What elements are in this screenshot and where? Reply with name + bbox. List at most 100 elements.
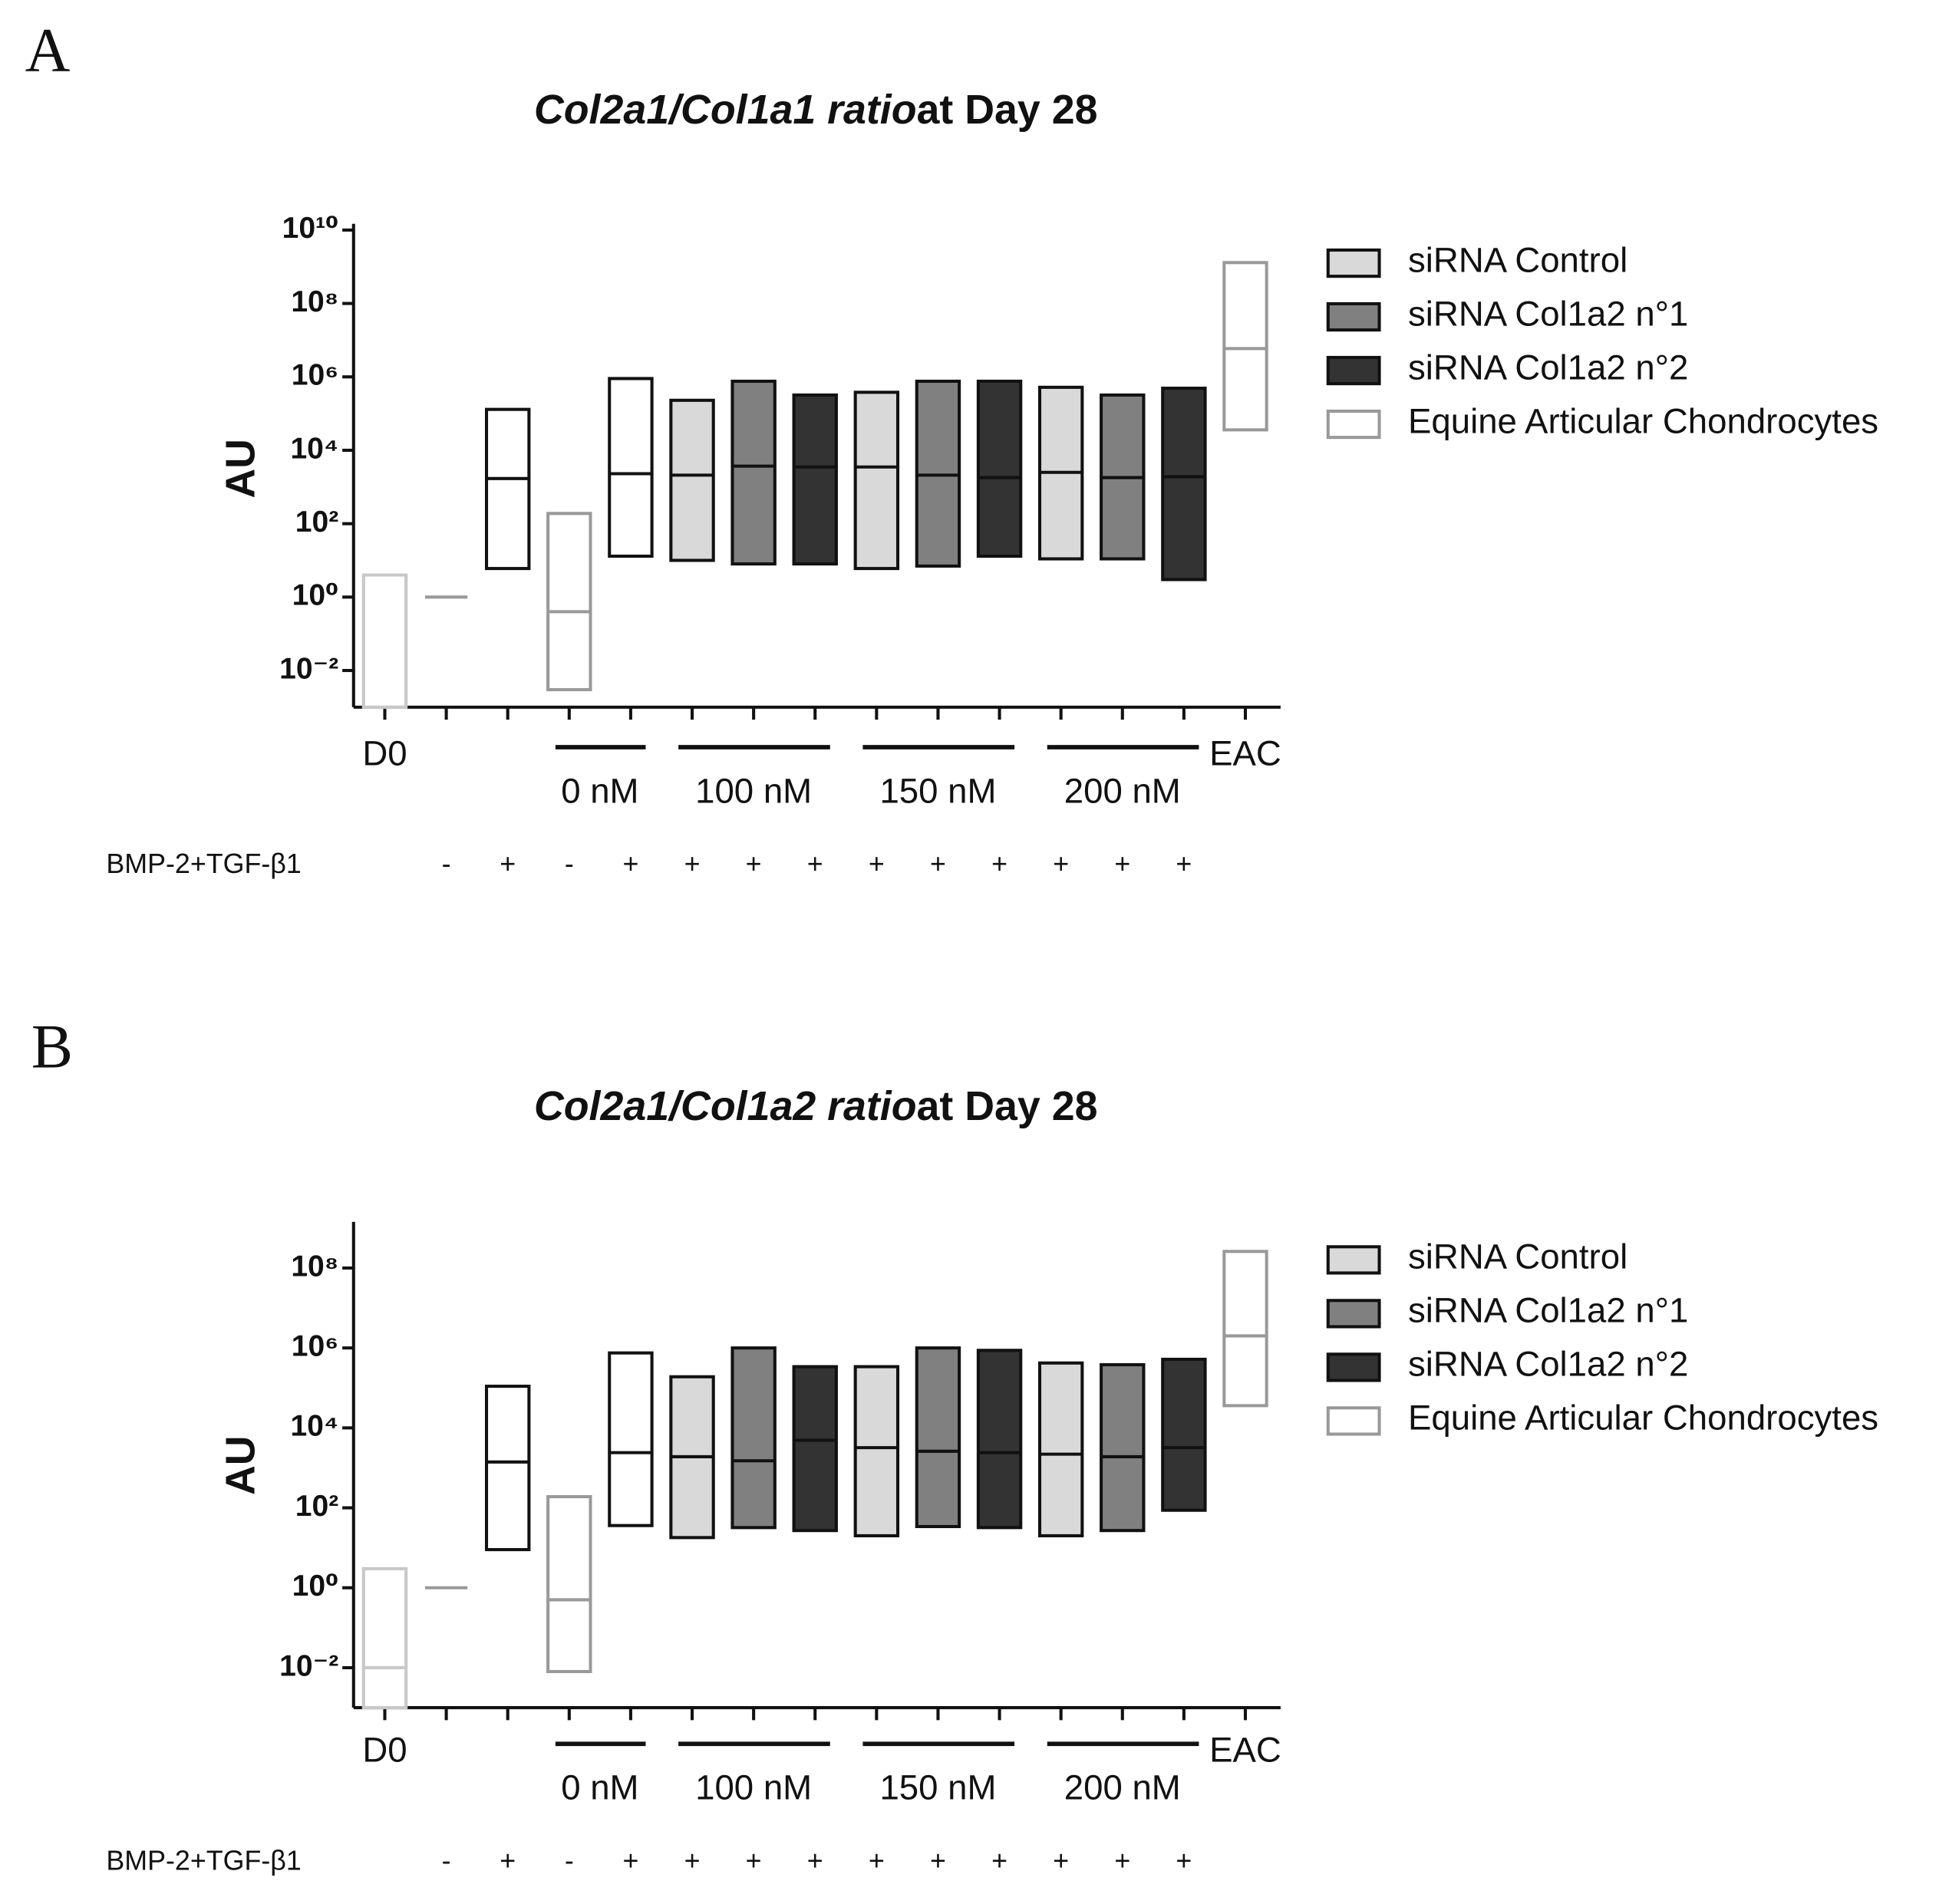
- treatment-sign: +: [991, 1845, 1007, 1876]
- y-tick-label: 10⁻²: [279, 1649, 338, 1682]
- legend-label: siRNA Col1a2 n°2: [1408, 348, 1688, 387]
- bar: [361, 573, 408, 709]
- group-label: 0 nM: [561, 771, 638, 810]
- bar: [1222, 261, 1268, 432]
- treatment-sign: +: [622, 1845, 638, 1876]
- bar: [361, 1566, 408, 1710]
- y-axis-label: AU: [218, 1435, 264, 1495]
- title-part: at Day 28: [917, 87, 1098, 133]
- bar: [976, 379, 1023, 558]
- title-part: Col2a1/Col1a1 ratio: [534, 87, 917, 133]
- bar: [730, 379, 777, 566]
- bar: [792, 393, 838, 566]
- group-label: 100 nM: [695, 1768, 812, 1807]
- y-tick-label: 10⁰: [292, 1570, 339, 1603]
- group-label: D0: [362, 1731, 407, 1770]
- treatment-sign: +: [930, 848, 946, 879]
- treatment-sign: +: [869, 1845, 885, 1876]
- bar: [669, 398, 715, 562]
- chart-title: Col2a1/Col1a1 ratioat Day 28: [534, 87, 1098, 133]
- group-label: 0 nM: [561, 1768, 638, 1807]
- bar: [730, 1346, 777, 1530]
- bar: [853, 390, 900, 571]
- bar: [608, 377, 654, 558]
- y-tick-label: 10²: [295, 506, 338, 539]
- y-tick-label: 10⁸: [291, 285, 338, 318]
- bar: [1222, 1250, 1268, 1408]
- legend-swatch: [1326, 1352, 1381, 1382]
- bar: [546, 1494, 592, 1674]
- treatment-sign: +: [807, 848, 823, 879]
- legend-label: siRNA Col1a2 n°1: [1408, 1291, 1688, 1330]
- legend-swatch: [1326, 1245, 1381, 1275]
- treatment-sign: +: [1053, 1845, 1069, 1876]
- treatment-sign: -: [565, 1845, 574, 1876]
- legend-label: siRNA Control: [1408, 1237, 1627, 1276]
- y-tick-label: 10⁻²: [279, 652, 338, 685]
- treatment-label: BMP-2+TGF-β1: [106, 1845, 301, 1876]
- treatment-sign: +: [869, 848, 885, 879]
- treatment-sign: +: [500, 848, 516, 879]
- treatment-sign: +: [746, 1845, 762, 1876]
- bar: [1161, 387, 1207, 581]
- legend-swatch: [1326, 1299, 1381, 1329]
- group-label: EAC: [1209, 733, 1281, 772]
- title-part: at Day 28: [917, 1083, 1098, 1129]
- bar: [976, 1349, 1023, 1530]
- y-tick-label: 10⁴: [290, 1410, 338, 1443]
- bar: [484, 407, 531, 571]
- y-tick-label: 10¹⁰: [282, 212, 339, 245]
- bar: [1037, 1361, 1084, 1538]
- treatment-sign: +: [684, 848, 701, 879]
- group-label: EAC: [1209, 1731, 1281, 1770]
- group-label: 150 nM: [879, 771, 996, 810]
- legend-label: Equine Articular Chondrocytes: [1408, 401, 1878, 440]
- treatment-sign: +: [930, 1845, 946, 1876]
- bar: [608, 1351, 654, 1527]
- bar: [484, 1385, 531, 1552]
- treatment-sign: +: [1053, 848, 1069, 879]
- legend-swatch: [1326, 409, 1381, 440]
- title-part: Col2a1/Col1a2 ratio: [534, 1083, 917, 1129]
- bar: [1161, 1357, 1207, 1512]
- y-tick-label: 10²: [295, 1490, 338, 1523]
- treatment-sign: -: [442, 1845, 451, 1876]
- group-label: D0: [362, 733, 407, 772]
- legend-label: Equine Articular Chondrocytes: [1408, 1398, 1878, 1438]
- treatment-sign: +: [991, 848, 1007, 879]
- panel-letter: A: [25, 15, 71, 84]
- y-tick-label: 10⁴: [290, 432, 338, 465]
- group-label: 200 nM: [1064, 771, 1181, 810]
- bar: [546, 512, 592, 692]
- treatment-sign: +: [500, 1845, 516, 1876]
- y-tick-label: 10⁶: [292, 1329, 338, 1362]
- group-label: 100 nM: [695, 771, 812, 810]
- panel-letter: B: [31, 1012, 73, 1082]
- bar: [915, 1346, 961, 1528]
- group-label: 150 nM: [879, 1768, 996, 1807]
- treatment-sign: +: [746, 848, 762, 879]
- legend-swatch: [1326, 301, 1381, 332]
- treatment-sign: +: [1114, 848, 1130, 879]
- treatment-label: BMP-2+TGF-β1: [106, 848, 301, 879]
- treatment-sign: +: [807, 1845, 823, 1876]
- treatment-sign: +: [1176, 848, 1192, 879]
- y-tick-label: 10⁸: [291, 1250, 338, 1283]
- bar: [1100, 1363, 1146, 1533]
- legend-label: siRNA Col1a2 n°1: [1408, 294, 1688, 333]
- chart-title: Col2a1/Col1a2 ratioat Day 28: [534, 1083, 1098, 1129]
- group-label: 200 nM: [1064, 1768, 1181, 1807]
- legend-swatch: [1326, 248, 1381, 278]
- y-tick-label: 10⁶: [292, 359, 338, 392]
- y-tick-label: 10⁰: [292, 579, 339, 612]
- treatment-sign: +: [1176, 1845, 1192, 1876]
- y-axis-label: AU: [218, 439, 264, 499]
- treatment-sign: -: [565, 848, 574, 879]
- treatment-sign: +: [684, 1845, 701, 1876]
- treatment-sign: +: [622, 848, 638, 879]
- legend-label: siRNA Control: [1408, 240, 1627, 279]
- bar: [853, 1365, 900, 1538]
- legend-swatch: [1326, 355, 1381, 386]
- treatment-sign: +: [1114, 1845, 1130, 1876]
